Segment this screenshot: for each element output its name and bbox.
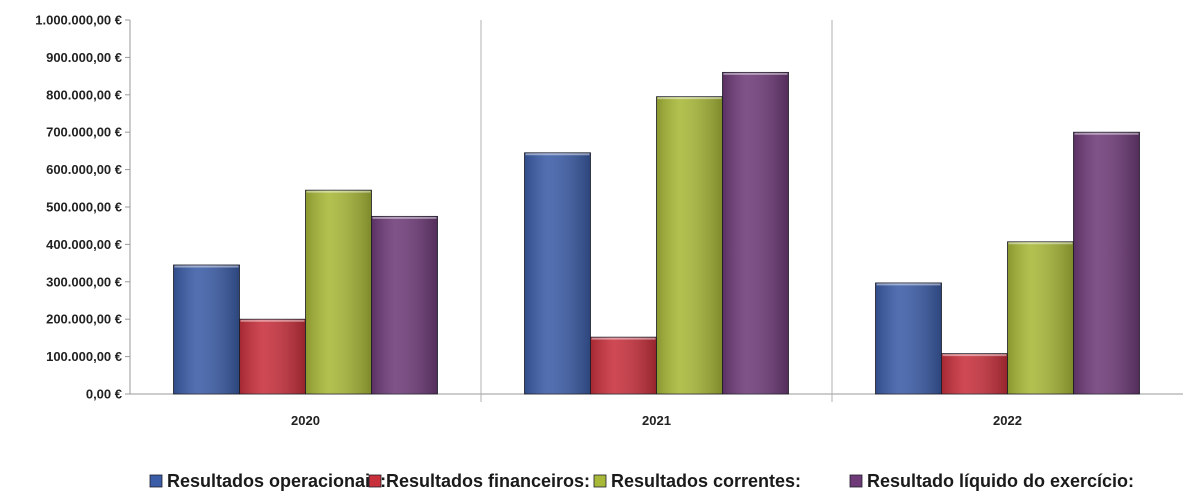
y-tick-label: 600.000,00 € (46, 162, 122, 177)
bars (173, 71, 1140, 395)
legend-label: Resultados correntes: (611, 471, 801, 491)
legend: Resultados operacionais: Resultados finan… (149, 471, 1134, 491)
y-tick-label: 0,00 € (86, 387, 122, 402)
legend-label: Resultados operacionais: (167, 471, 386, 491)
x-axis-ticks: 2020 2021 2022 (291, 413, 1022, 428)
x-tick-label: 2020 (291, 413, 320, 428)
y-tick-label: 1.000.000,00 € (35, 13, 122, 28)
bar-shading (590, 337, 657, 394)
legend-swatch (849, 474, 863, 488)
bar-shading (875, 282, 942, 394)
y-tick-label: 100.000,00 € (46, 349, 122, 364)
bar-shading (1073, 132, 1140, 394)
bar-shading (941, 353, 1008, 394)
y-tick-label: 400.000,00 € (46, 237, 122, 252)
y-tick-label: 200.000,00 € (46, 312, 122, 327)
bar-shading (722, 72, 789, 395)
bar-shading (1007, 241, 1074, 394)
legend-label: Resultado líquido do exercício: (867, 471, 1134, 491)
legend-swatch (593, 474, 607, 488)
y-tick-label: 900.000,00 € (46, 50, 122, 65)
y-tick-label: 700.000,00 € (46, 125, 122, 140)
y-tick-label: 500.000,00 € (46, 200, 122, 215)
legend-swatch (368, 474, 382, 488)
bar-shading (239, 319, 306, 394)
bar-shading (305, 190, 372, 394)
y-tick-label: 800.000,00 € (46, 87, 122, 102)
legend-swatch (149, 474, 163, 488)
y-tick-label: 300.000,00 € (46, 274, 122, 289)
legend-label: Resultados financeiros: (386, 471, 590, 491)
x-tick-label: 2021 (642, 413, 671, 428)
bar-shading (524, 152, 591, 394)
bar-shading (656, 96, 723, 395)
x-tick-label: 2022 (993, 413, 1022, 428)
bar-shading (371, 216, 438, 394)
bar-shading (173, 264, 240, 394)
y-axis-ticks: 0,00 € 100.000,00 € 200.000,00 € 300.000,00… (35, 13, 130, 402)
